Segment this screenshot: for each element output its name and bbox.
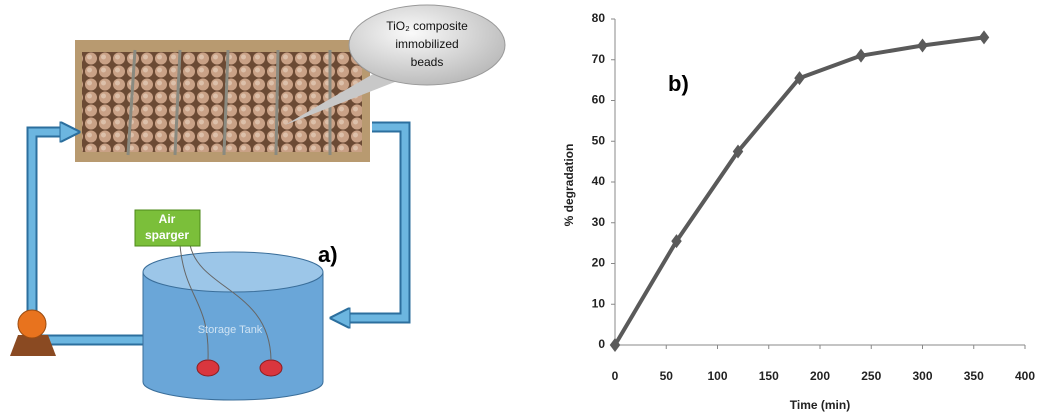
diagram: Air sparger Storage Tank TiO₂ composite … <box>10 4 506 401</box>
x-tick-label: 400 <box>1015 369 1035 383</box>
x-tick-label: 50 <box>660 369 674 383</box>
marker <box>917 38 928 53</box>
pump <box>17 309 47 339</box>
panel-label: a) <box>318 242 338 267</box>
chart: b) Time (min) % degradation 0 10 20 30 40 50 6… <box>562 11 1035 412</box>
callout <box>348 4 506 86</box>
y-axis-label: % degradation <box>562 144 576 227</box>
y-tick-label: 20 <box>592 256 606 270</box>
y-tick-label: 60 <box>592 93 606 107</box>
marker <box>609 338 621 352</box>
marker <box>855 48 867 63</box>
x-tick-label: 350 <box>964 369 984 383</box>
x-tick-label: 0 <box>612 369 619 383</box>
marker <box>978 30 990 45</box>
beads <box>82 52 362 152</box>
sparger-stone <box>259 359 283 377</box>
pipe-in <box>28 132 70 344</box>
air-lines <box>179 244 272 361</box>
x-tick-label: 300 <box>912 369 932 383</box>
pipe-out <box>340 123 409 318</box>
pump-base <box>10 335 56 356</box>
x-axis-label: Time (min) <box>790 398 850 412</box>
callout-text: beads <box>411 55 444 69</box>
tank-top <box>142 251 324 293</box>
x-tick-label: 200 <box>810 369 830 383</box>
sparger-label: Air <box>159 212 176 226</box>
sparger-label: sparger <box>145 228 189 242</box>
y-tick-label: 0 <box>598 337 605 351</box>
x-tick-label: 250 <box>861 369 881 383</box>
y-tick-label: 70 <box>592 52 606 66</box>
x-tick-label: 150 <box>759 369 779 383</box>
sparger-stone <box>196 359 220 377</box>
pipe-outline <box>26 126 70 346</box>
x-tick-label: 100 <box>707 369 727 383</box>
tank-label: Storage Tank <box>198 324 263 336</box>
sparger-box <box>134 209 201 247</box>
y-tick-label: 10 <box>592 296 606 310</box>
panel-label: b) <box>668 71 689 96</box>
y-tick-label: 50 <box>592 133 606 147</box>
marker <box>794 71 805 86</box>
callout-text: TiO₂ composite <box>386 19 468 33</box>
tray-dividers <box>126 49 332 156</box>
y-tick-label: 30 <box>592 215 606 229</box>
y-tick-label: 40 <box>592 174 606 188</box>
y-tick-label: 80 <box>592 11 606 25</box>
marker <box>732 144 744 159</box>
marker <box>671 234 682 249</box>
callout-tail <box>285 70 400 125</box>
callout-text: immobilized <box>395 37 458 51</box>
